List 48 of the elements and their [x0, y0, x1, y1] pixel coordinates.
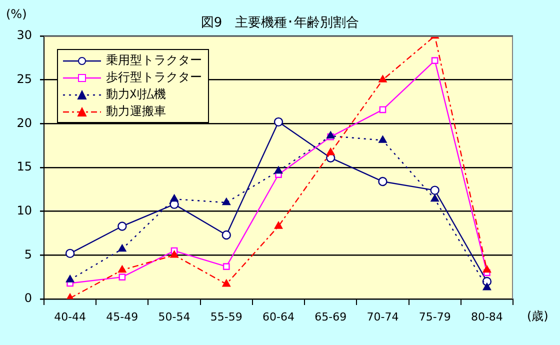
x-tick-label: 50-54	[158, 310, 190, 324]
point	[170, 250, 178, 258]
x-axis-title: (歳)	[527, 309, 548, 324]
legend-label: 動力刈払機	[106, 86, 166, 103]
x-tick-label: 80-84	[470, 310, 503, 324]
point	[222, 263, 230, 270]
point	[430, 194, 439, 202]
y-tick-label: 20	[16, 116, 32, 130]
point	[65, 248, 75, 258]
point	[379, 106, 386, 114]
point	[482, 265, 492, 273]
legend-label: 動力運搬車	[106, 103, 166, 120]
legend-label: 乗用型トラクター	[106, 52, 202, 69]
y-tick-label: 0	[24, 291, 32, 306]
point	[431, 57, 438, 64]
x-tick-label: 55-59	[210, 310, 242, 324]
point	[274, 166, 283, 174]
point	[222, 230, 231, 240]
point	[274, 222, 283, 229]
y-tick-label: 5	[24, 247, 32, 262]
point	[222, 279, 230, 287]
x-tick-label: 45-49	[106, 310, 138, 324]
point	[222, 198, 230, 206]
point	[430, 186, 440, 195]
y-tick-label: 15	[16, 160, 32, 174]
y-tick-label: 10	[16, 203, 32, 218]
point	[378, 176, 388, 186]
point	[66, 275, 74, 282]
y-axis-title: (%)	[6, 7, 27, 22]
x-tick-label: 40-44	[54, 310, 86, 324]
point	[118, 244, 126, 252]
y-tick-label: 25	[16, 72, 32, 86]
point	[378, 75, 387, 82]
point	[118, 274, 126, 281]
point	[170, 194, 178, 202]
point	[378, 136, 387, 143]
x-tick-label: 60-64	[262, 310, 294, 324]
x-tick-label: 70-74	[366, 310, 399, 324]
x-tick-label: 75-79	[418, 310, 451, 324]
y-tick-label: 30	[16, 28, 32, 42]
point	[118, 222, 127, 231]
x-tick-label: 65-69	[314, 310, 347, 324]
legend-label: 歩行型トラクター	[106, 69, 202, 86]
chart-title: 図9 主要機種･年齢別割合	[200, 14, 360, 30]
point	[118, 265, 126, 273]
point	[482, 283, 492, 290]
point	[326, 148, 335, 156]
point	[274, 117, 284, 127]
